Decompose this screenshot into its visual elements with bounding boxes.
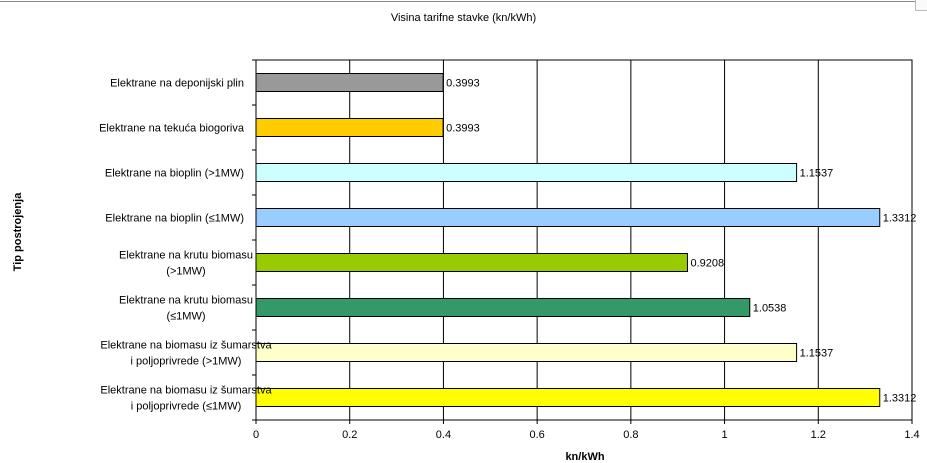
x-tick-label: 0.6 — [529, 429, 544, 441]
category-label: i poljoprivrede (≤1MW) — [131, 401, 242, 413]
category-label: (≤1MW) — [166, 311, 205, 323]
category-label: Elektrane na deponijski plin — [110, 78, 244, 90]
x-axis-title: kn/kWh — [565, 451, 605, 463]
bar-value-label: 1.0538 — [753, 303, 787, 315]
bar — [255, 73, 444, 92]
category-label: Elektrane na krutu biomasu — [119, 295, 253, 307]
bar — [255, 343, 798, 362]
bar-value-label: 1.3312 — [883, 213, 917, 225]
x-tick-label: 1.4 — [904, 429, 919, 441]
x-tick-label: 0.4 — [436, 429, 451, 441]
bar — [255, 253, 688, 272]
bar — [255, 163, 798, 182]
bar-value-label: 1.3312 — [883, 393, 917, 405]
bar — [255, 298, 751, 317]
x-tick-label: 1 — [722, 429, 728, 441]
window-corner — [915, 0, 927, 11]
category-label: Elektrane na biomasu iz šumarstva — [100, 385, 272, 397]
category-label: Elektrane na bioplin (>1MW) — [105, 168, 244, 180]
x-tick-label: 0 — [253, 429, 259, 441]
x-tick-label: 1.2 — [811, 429, 826, 441]
category-label: Elektrane na tekuća biogoriva — [99, 123, 245, 135]
category-label: Elektrane na bioplin (≤1MW) — [105, 213, 244, 225]
category-label: (>1MW) — [166, 266, 205, 278]
bar — [255, 388, 881, 407]
category-label: Elektrane na krutu biomasu — [119, 250, 253, 262]
x-tick-label: 0.8 — [623, 429, 638, 441]
top-border-line — [0, 1, 916, 2]
bar — [255, 208, 881, 227]
x-tick-label: 0.2 — [342, 429, 357, 441]
bar — [255, 118, 444, 137]
plot-frame — [255, 59, 913, 421]
category-label: Elektrane na biomasu iz šumarstva — [100, 340, 272, 352]
bar-value-label: 1.1537 — [800, 348, 834, 360]
bar-value-label: 0.3993 — [446, 123, 480, 135]
chart-title: Visina tarifne stavke (kn/kWh) — [390, 12, 537, 24]
category-label: i poljoprivrede (>1MW) — [131, 356, 242, 368]
bar-value-label: 0.9208 — [690, 258, 724, 270]
bar-value-label: 0.3993 — [446, 78, 480, 90]
bar-value-label: 1.1537 — [800, 168, 834, 180]
